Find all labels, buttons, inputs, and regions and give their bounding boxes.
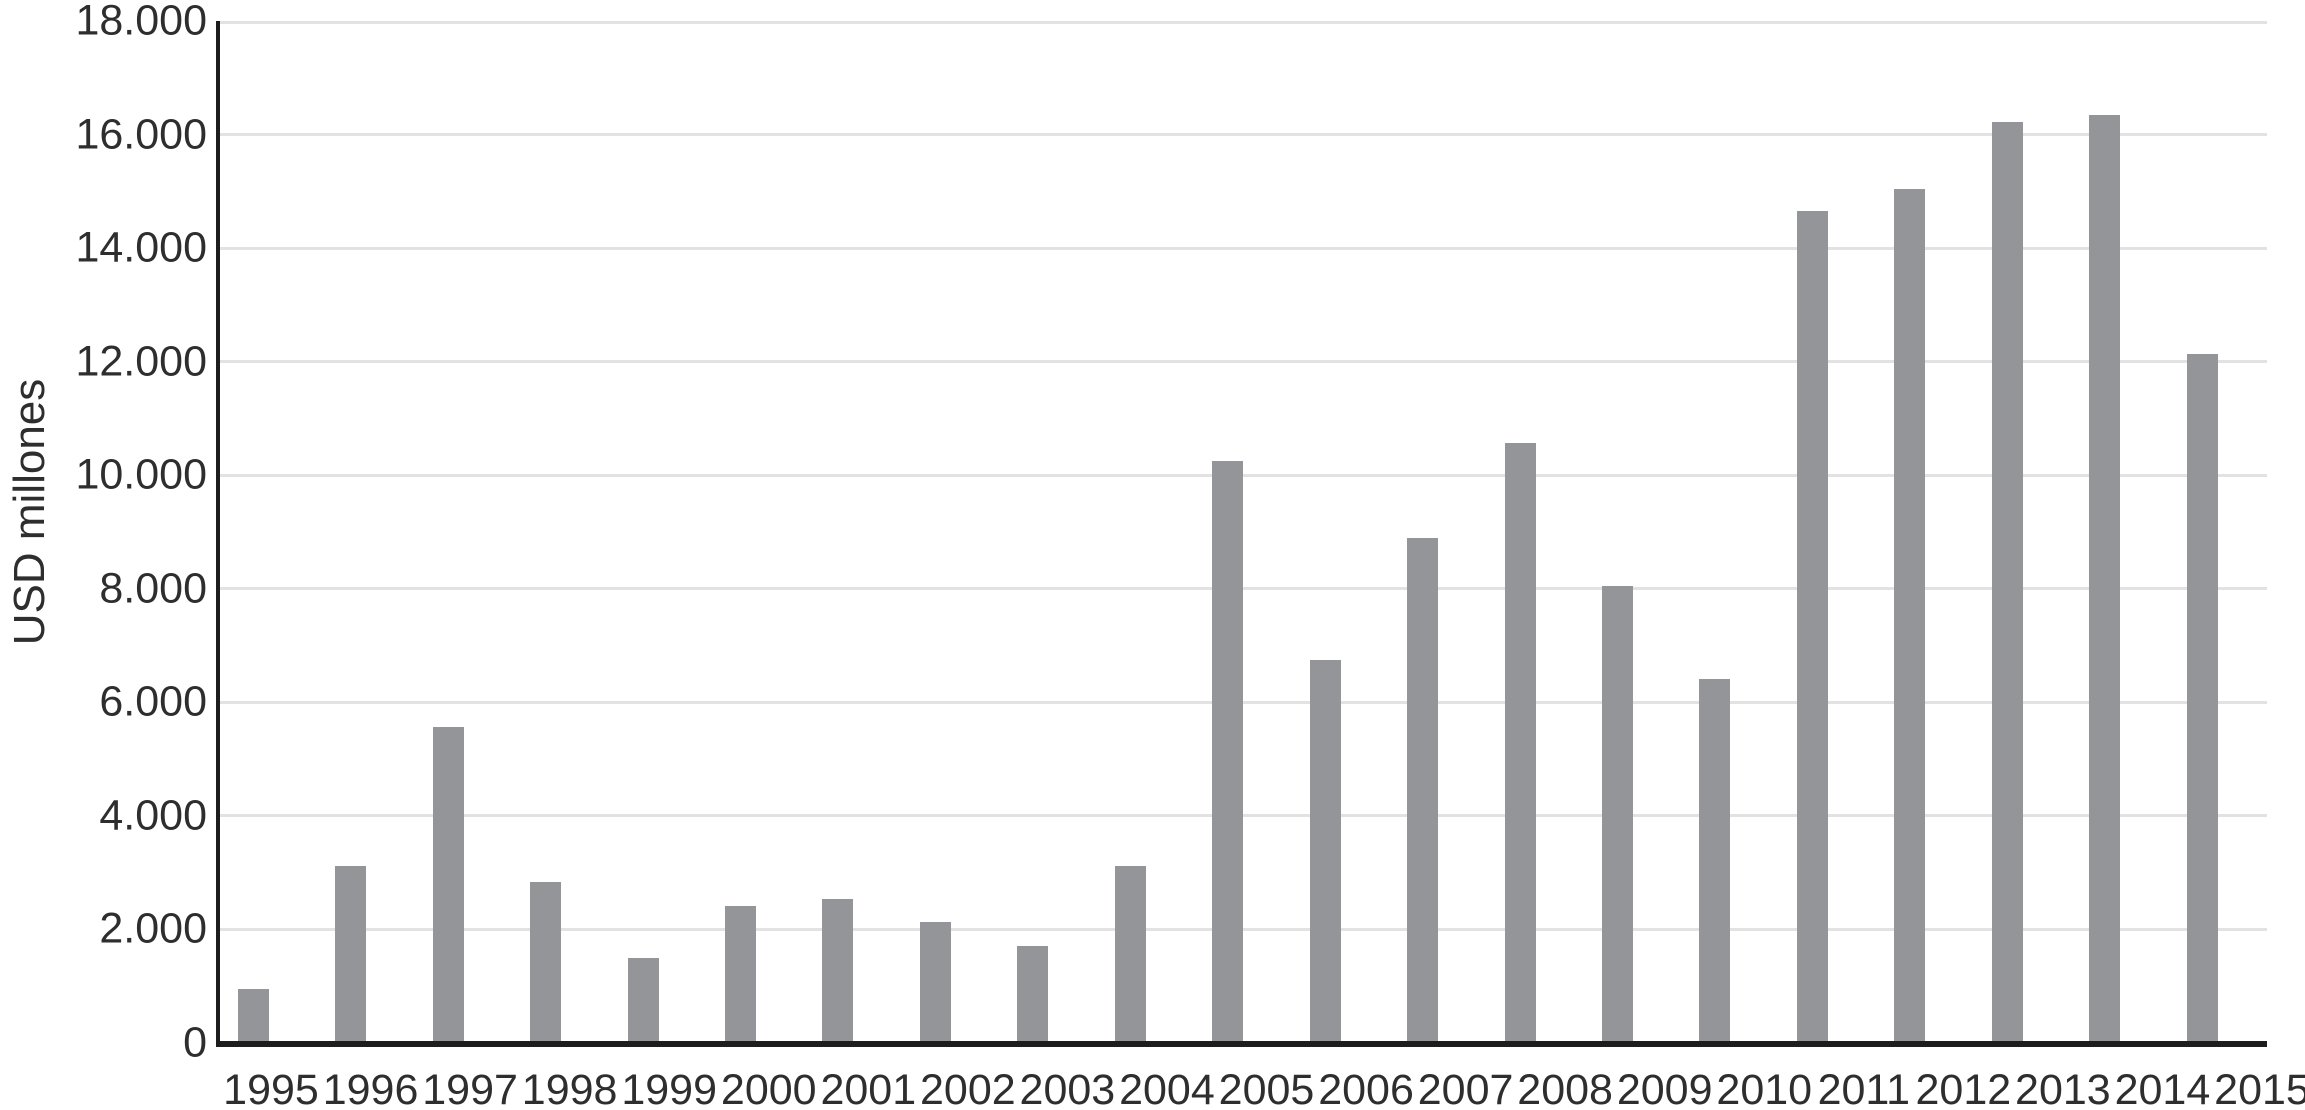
y-tick-label-14.000: 14.000 xyxy=(75,223,207,272)
x-tick-label-2006: 2006 xyxy=(1318,1066,1414,1110)
y-tick-label-6.000: 6.000 xyxy=(99,677,207,726)
gridline-2000 xyxy=(220,927,2267,931)
bar-2007 xyxy=(1407,538,1439,1043)
x-tick-label-2004: 2004 xyxy=(1119,1066,1215,1110)
y-tick-label-10.000: 10.000 xyxy=(75,450,207,499)
x-tick-label-2015: 2015 xyxy=(2214,1066,2305,1110)
bar-2014 xyxy=(2089,115,2121,1043)
bar-1995 xyxy=(237,989,269,1043)
y-tick-label-0: 0 xyxy=(183,1018,207,1067)
x-tick-label-2008: 2008 xyxy=(1517,1066,1613,1110)
bar-2003 xyxy=(1017,946,1049,1043)
gridline-6000 xyxy=(220,700,2267,704)
y-tick-label-2.000: 2.000 xyxy=(99,904,207,953)
y-tick-label-4.000: 4.000 xyxy=(99,791,207,840)
bar-2006 xyxy=(1309,659,1341,1043)
bar-1998 xyxy=(530,882,562,1043)
bar-2001 xyxy=(822,899,854,1043)
bar-2010 xyxy=(1699,678,1731,1043)
bar-2005 xyxy=(1212,461,1244,1043)
x-tick-label-2012: 2012 xyxy=(1915,1066,2012,1110)
bar-2011 xyxy=(1796,211,1828,1043)
plot-area xyxy=(220,21,2267,1043)
y-tick-label-18.000: 18.000 xyxy=(75,0,207,45)
bar-2015 xyxy=(2186,354,2218,1043)
x-tick-label-2001: 2001 xyxy=(820,1066,917,1110)
bar-2000 xyxy=(724,905,756,1043)
x-tick-label-2014: 2014 xyxy=(2114,1066,2211,1110)
bar-2009 xyxy=(1602,585,1633,1043)
x-tick-label-2013: 2013 xyxy=(2015,1066,2111,1110)
bar-1996 xyxy=(335,866,367,1043)
x-axis-line xyxy=(216,1041,2267,1047)
x-tick-label-2002: 2002 xyxy=(920,1066,1016,1110)
x-tick-label-1998: 1998 xyxy=(521,1066,618,1110)
x-tick-label-2007: 2007 xyxy=(1417,1066,1514,1110)
x-tick-label-2011: 2011 xyxy=(1817,1066,1911,1110)
x-tick-label-2005: 2005 xyxy=(1218,1066,1315,1110)
gridline-8000 xyxy=(220,587,2267,591)
x-tick-label-2010: 2010 xyxy=(1716,1066,1813,1110)
bar-1997 xyxy=(432,727,464,1043)
bar-2012 xyxy=(1894,188,1926,1043)
y-tick-label-8.000: 8.000 xyxy=(99,564,207,613)
gridline-12000 xyxy=(220,360,2267,364)
bar-1999 xyxy=(627,958,659,1043)
bar-2013 xyxy=(1991,121,2023,1043)
x-tick-label-1996: 1996 xyxy=(322,1066,419,1110)
gridline-18000 xyxy=(220,21,2267,24)
x-tick-label-2000: 2000 xyxy=(720,1066,817,1110)
x-tick-label-1997: 1997 xyxy=(422,1066,518,1110)
gridline-16000 xyxy=(220,133,2267,137)
bar-2004 xyxy=(1114,865,1146,1043)
gridline-10000 xyxy=(220,473,2267,477)
x-tick-label-1999: 1999 xyxy=(621,1066,718,1110)
x-tick-label-2003: 2003 xyxy=(1019,1066,1116,1110)
y-axis-line xyxy=(216,21,220,1047)
bar-2008 xyxy=(1504,442,1536,1043)
gridline-14000 xyxy=(220,246,2267,250)
gridline-4000 xyxy=(220,814,2267,818)
x-tick-label-2009: 2009 xyxy=(1616,1066,1713,1110)
x-tick-label-1995: 1995 xyxy=(223,1066,319,1110)
y-tick-label-16.000: 16.000 xyxy=(75,110,207,159)
y-tick-label-12.000: 12.000 xyxy=(75,337,207,386)
bar-2002 xyxy=(919,922,951,1043)
